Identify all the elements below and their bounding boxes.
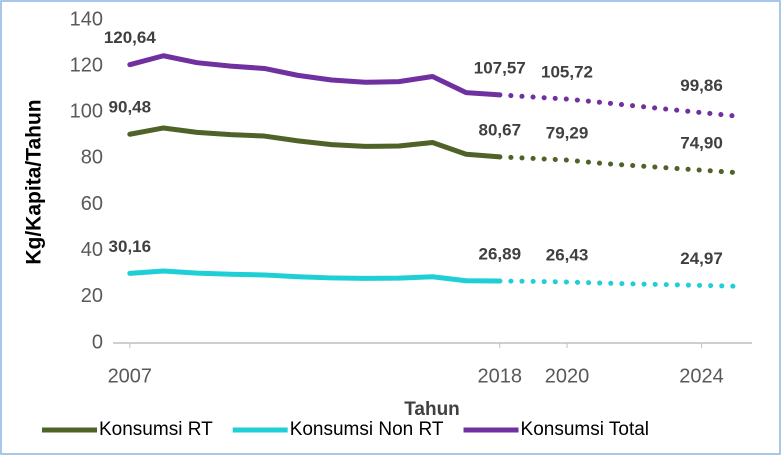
x-tick-label: 2024 [679, 365, 724, 387]
x-tick-label: 2018 [478, 365, 523, 387]
y-tick-label: 60 [81, 193, 103, 215]
data-label: 107,57 [474, 58, 526, 77]
data-label: 24,97 [680, 249, 723, 268]
data-label: 105,72 [541, 63, 593, 82]
y-tick-label: 140 [70, 8, 103, 30]
legend-label: Konsumsi Non RT [290, 419, 444, 440]
x-tick-label: 2007 [108, 365, 153, 387]
y-tick-label: 80 [81, 147, 103, 169]
series-line [127, 125, 503, 160]
legend-label: Konsumsi Total [521, 419, 650, 440]
data-label: 80,67 [478, 120, 521, 139]
data-label: 79,29 [546, 124, 589, 143]
y-tick-label: 120 [70, 54, 103, 76]
y-tick-label: 100 [70, 101, 103, 123]
x-tick-label: 2020 [545, 365, 590, 387]
data-label: 26,43 [546, 246, 589, 265]
data-label: 30,16 [109, 237, 152, 256]
y-tick-label: 0 [92, 331, 103, 353]
y-tick-label: 40 [81, 239, 103, 261]
series-line [127, 53, 503, 98]
y-tick-label: 20 [81, 285, 103, 307]
data-label: 26,89 [478, 244, 521, 263]
data-label: 74,90 [680, 134, 723, 153]
data-label: 99,86 [680, 76, 723, 95]
legend-label: Konsumsi RT [99, 419, 213, 440]
data-label: 90,48 [109, 98, 152, 117]
x-axis-label: Tahun [404, 399, 460, 420]
y-axis-label: Kg/Kapita/Tahun [23, 99, 46, 264]
data-label: 120,64 [104, 28, 157, 47]
series-line [127, 268, 503, 284]
